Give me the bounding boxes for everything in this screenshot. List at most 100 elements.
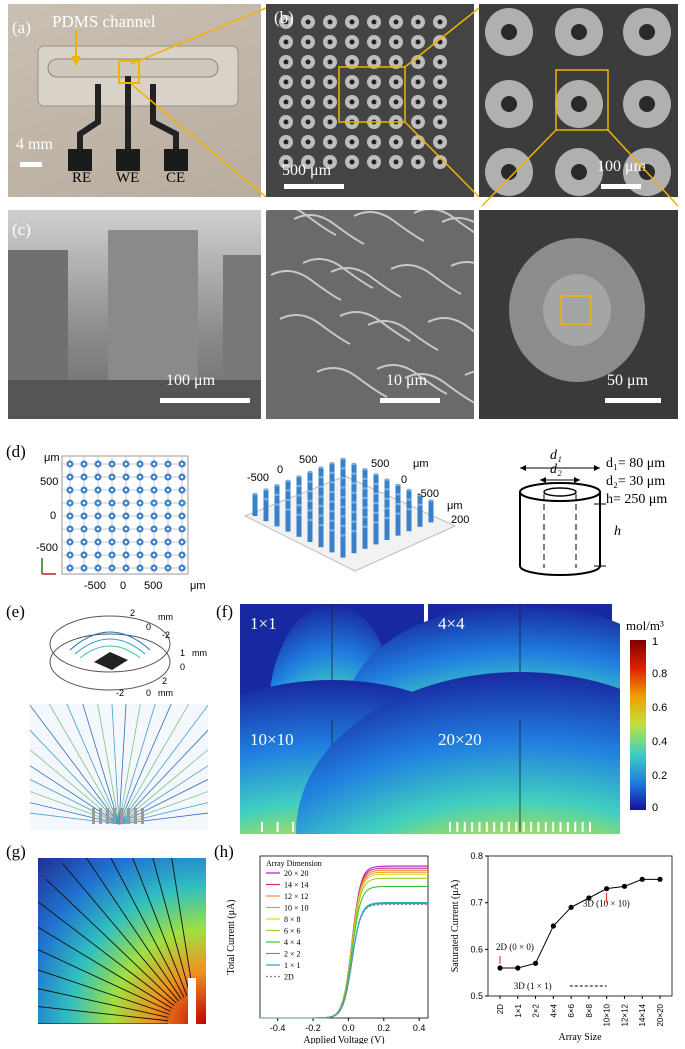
f-map-label-4: 20×20 [438,730,482,749]
flux-line [0,1001,169,1022]
iso-pillar-top [318,466,324,469]
graphene-flake [266,210,337,236]
topview-pillar-hole [166,527,170,531]
topview-pillar-hole [68,527,72,531]
map-pillar [261,822,263,832]
pillar-zoom-hole [501,164,517,180]
e-tick-2: 0 [146,622,152,632]
iso-pillar-top [406,488,412,492]
iso-pillar-top [285,489,291,492]
pillar-hole [327,99,333,105]
schem-d2: d₂ [550,462,562,477]
cb-tick-0.2: 0.2 [652,770,668,782]
topview-pillar-hole [166,462,170,466]
saturation-point [568,904,574,910]
iso-pillar-top [285,508,291,511]
annotation-1x1: 3D (1 × 1) [514,981,552,991]
topview-pillar-hole [166,514,170,518]
iso-pillar-top [351,472,357,475]
iso-pillar-top [285,498,291,502]
pillar-zoom-hole [501,96,517,112]
map-pillar [493,822,496,832]
iso-pillar-top [340,505,346,508]
graphene-flake [270,270,342,301]
iso-pillar [263,499,269,522]
iso-pillar-top [329,490,335,494]
topview-pillar-hole [166,566,170,570]
map-pillar [537,822,540,832]
pillar-hole [437,139,443,145]
topview-pillar-hole [124,462,128,466]
iso-pillar-top [362,525,368,528]
panel-b-zoom-sem: 100 μm [479,4,678,197]
legend-label: 20 × 20 [284,869,309,878]
iso-pillar-top [340,496,346,499]
iso-pillar-top [285,479,291,482]
topview-pillar-hole [180,488,184,492]
streamline [118,662,149,825]
pillar-hole [327,59,333,65]
topview-pillar-hole [124,540,128,544]
y-axis-label: Saturated Current (μA) [450,880,461,973]
iso-pillar-top [362,496,368,500]
stream-pillar [141,808,144,824]
topview-pillar-hole [166,553,170,557]
pillar-zoom-hole [571,164,587,180]
iso-pillar-top [373,511,379,514]
map-pillar [507,822,510,832]
topview-pillar-hole [110,462,114,466]
saturation-point [550,923,556,929]
d-iso-tick-6: -500 [417,488,440,500]
graphene-flake [413,210,474,234]
iso-pillar-top [340,515,346,518]
topview-pillar-hole [138,501,142,505]
e-tick-6: -2 [116,688,125,698]
stream-pillar [106,808,109,824]
topview-pillar-hole [68,488,72,492]
cb-tick-1: 1 [652,636,659,648]
iso-pillar-top [329,500,335,503]
concentration-maps [124,604,685,992]
iso-pillar [362,526,368,549]
iso-pillar-top [318,476,324,479]
pillar-hole [415,99,421,105]
pillar-hole [349,159,355,165]
panel-c-scale-text-1: 100 μm [166,372,216,389]
e-unit-1: mm [158,612,173,622]
iso-pillar [296,514,302,537]
pillar-hole [371,19,377,25]
topview-pillar-hole [180,501,184,505]
iso-pillar-top [373,502,379,505]
iso-pillar-top [362,487,368,490]
topview-pillar-hole [124,527,128,531]
iso-pillar-top [340,467,346,470]
panel-g-field [0,816,206,1025]
topview-pillar-hole [110,553,114,557]
iso-pillar [340,535,346,558]
x-tick-label: 1×1 [514,1003,523,1017]
pillar-zoom-hole [639,24,655,40]
pillar-hole [327,79,333,85]
iso-pillar-top [395,483,401,486]
topview-pillar-hole [180,475,184,479]
topview-pillar-hole [180,514,184,518]
topview-pillar-hole [96,462,100,466]
pillar-hole [393,39,399,45]
d-iso-z: 200 [451,514,470,526]
topview-pillar-hole [180,540,184,544]
topview-pillar-hole [110,540,114,544]
iso-pillar-top [252,492,258,496]
streamline [53,672,120,825]
map-pillar [500,822,503,832]
pillar-hole [327,39,333,45]
flux-line [0,979,169,1018]
iso-pillar-top [263,498,269,501]
pillar-hole [415,39,421,45]
topview-pillar-hole [82,462,86,466]
map-pillar [515,822,518,832]
iso-pillar-top [340,457,346,460]
streamline [118,666,167,825]
iso-pillar-top [384,507,390,510]
topview-pillar-hole [152,553,156,557]
iso-pillar-top [384,497,390,500]
